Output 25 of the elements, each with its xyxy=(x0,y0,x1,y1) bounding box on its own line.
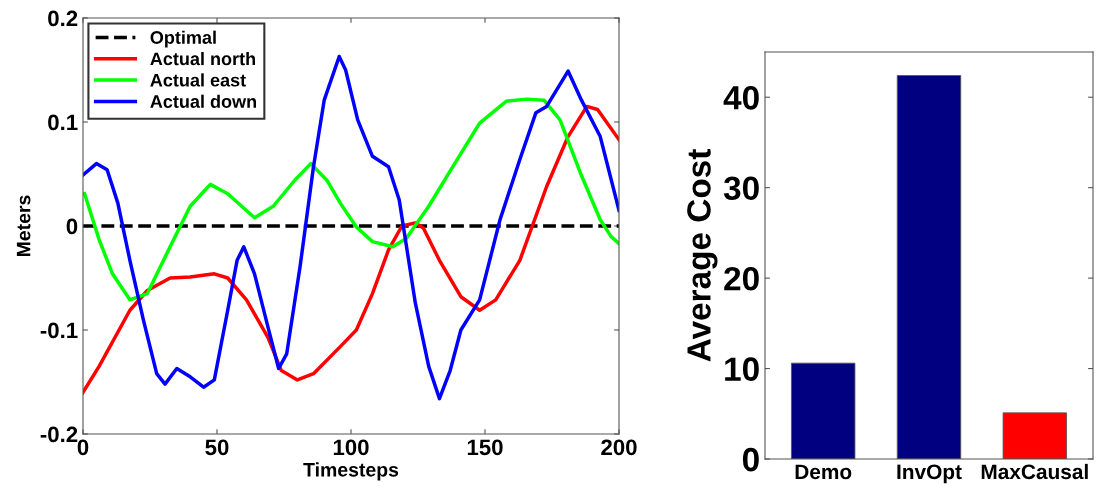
x-tick-label: 100 xyxy=(333,439,369,456)
x-tick-label: 0 xyxy=(77,439,89,456)
y-axis-title: Average Cost xyxy=(687,149,718,362)
y-tick-label: 20 xyxy=(724,266,759,291)
x-tick-label: InvOpt xyxy=(897,464,962,484)
x-tick-label: 200 xyxy=(601,439,637,456)
y-tick-label: 0.1 xyxy=(48,114,78,131)
y-axis-title: Meters xyxy=(16,195,31,257)
line-series xyxy=(83,54,619,401)
y-tick-label: 0 xyxy=(66,218,78,235)
x-tick-label: 150 xyxy=(467,439,503,456)
x-tick-label: 50 xyxy=(205,439,229,456)
legend-label: Actual east xyxy=(150,73,246,87)
y-tick-label: 10 xyxy=(725,357,759,381)
x-tick-label: Demo xyxy=(795,464,852,480)
x-tick-label: MaxCausal xyxy=(981,463,1088,480)
y-tick-label: 40 xyxy=(723,86,759,110)
y-tick-label: -0.1 xyxy=(40,322,78,339)
y-tick-label: 0.2 xyxy=(48,10,78,27)
x-axis-title: Timesteps xyxy=(303,462,399,481)
y-tick-label: -0.2 xyxy=(40,426,78,443)
legend-label: Actual north xyxy=(150,51,256,66)
legend-label: Actual down xyxy=(150,94,257,108)
y-tick-label: 30 xyxy=(723,176,759,201)
legend-label: Optimal xyxy=(150,30,216,48)
